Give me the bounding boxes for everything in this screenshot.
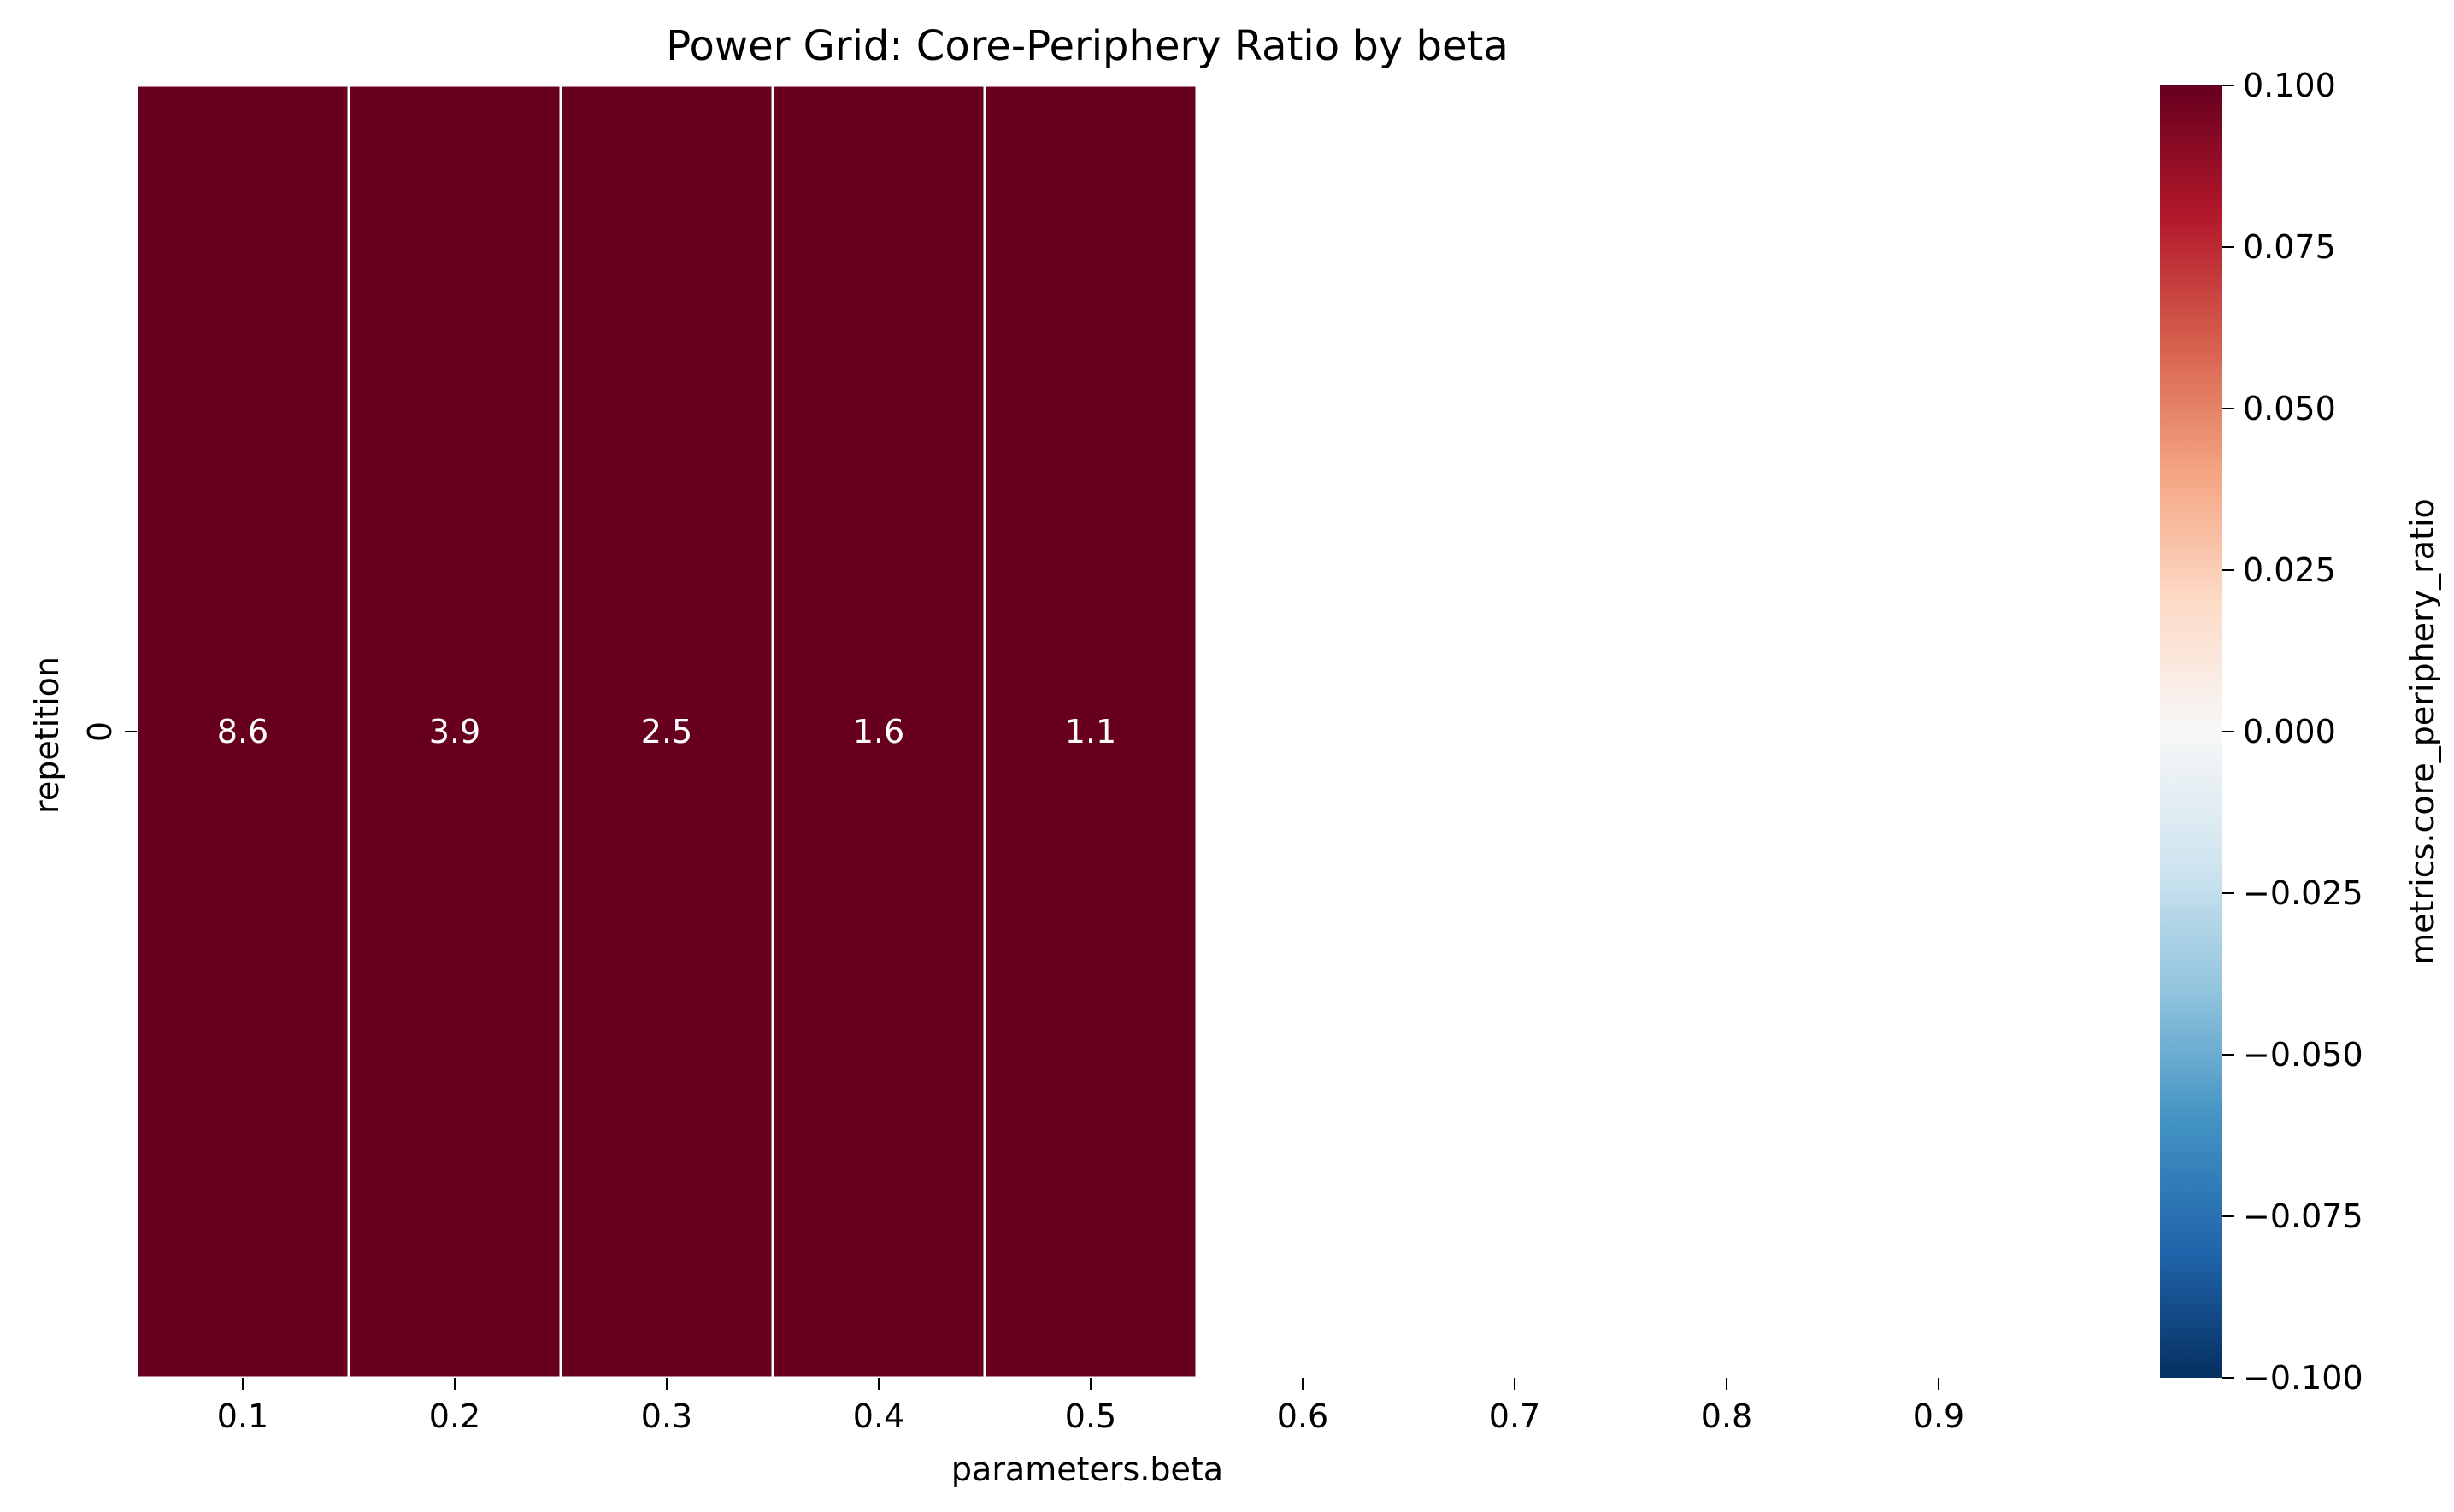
x-tick-label: 0.7 [1489, 1397, 1540, 1435]
colorbar-label: metrics.core_periphery_ratio [2404, 498, 2441, 965]
heatmap-cell [983, 84, 1198, 1380]
heatmap-cells: 8.6 3.9 2.5 1.6 1.1 [135, 84, 1198, 1380]
colorbar-tick-label: 0.025 [2243, 551, 2336, 589]
heatmap-cell [347, 84, 562, 1380]
x-tick-label: 0.8 [1701, 1397, 1752, 1435]
colorbar: 0.100 0.075 0.050 0.025 0.000 −0.025 −0.050 −0.… [2160, 67, 2441, 1397]
x-tick-label: 0.3 [641, 1397, 692, 1435]
colorbar-tick-label: −0.050 [2243, 1036, 2363, 1074]
x-tick-label: 0.5 [1065, 1397, 1116, 1435]
cell-annotation: 1.1 [1065, 713, 1116, 750]
x-axis-label: parameters.beta [951, 1450, 1223, 1488]
y-tick-label: 0 [81, 721, 119, 742]
colorbar-tick-label: −0.100 [2243, 1359, 2363, 1397]
heatmap-cell [135, 84, 350, 1380]
colorbar-tick-label: −0.075 [2243, 1197, 2363, 1235]
x-tick-label: 0.9 [1913, 1397, 1964, 1435]
colorbar-ticks: 0.100 0.075 0.050 0.025 0.000 −0.025 −0.050 −0.… [2222, 67, 2363, 1397]
x-tick-label: 0.4 [853, 1397, 904, 1435]
colorbar-tick-label: −0.025 [2243, 874, 2363, 912]
heatmap-cell [771, 84, 986, 1380]
y-axis-label: repetition [28, 656, 66, 814]
colorbar-tick-label: 0.075 [2243, 228, 2336, 266]
x-tick-label: 0.2 [429, 1397, 480, 1435]
x-axis: 0.1 0.2 0.3 0.4 0.5 0.6 0.7 0.8 0.9 [217, 1378, 1964, 1435]
cell-annotation: 3.9 [429, 713, 480, 750]
cell-annotation: 2.5 [641, 713, 692, 750]
colorbar-tick-label: 0.050 [2243, 390, 2336, 427]
y-axis: 0 [81, 721, 137, 742]
x-tick-label: 0.1 [217, 1397, 268, 1435]
cell-annotation: 1.6 [853, 713, 904, 750]
colorbar-tick-label: 0.000 [2243, 713, 2336, 750]
heatmap-cell [559, 84, 774, 1380]
cell-annotation: 8.6 [217, 713, 268, 750]
chart-title: Power Grid: Core-Periphery Ratio by beta [666, 22, 1508, 70]
x-tick-label: 0.6 [1277, 1397, 1328, 1435]
colorbar-tick-label: 0.100 [2243, 67, 2336, 104]
colorbar-gradient [2160, 85, 2222, 1378]
